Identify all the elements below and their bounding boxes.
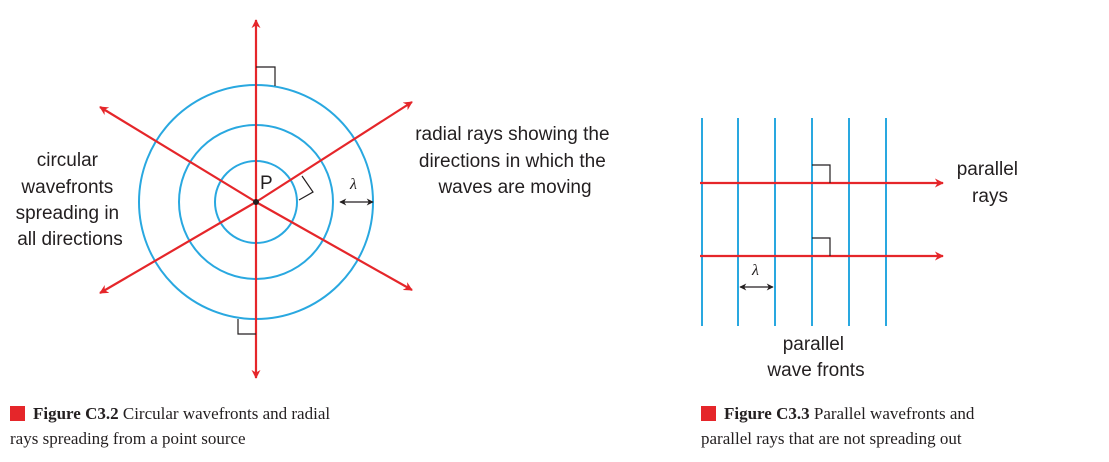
right-angle-marks-left bbox=[237, 66, 314, 335]
ray-upper-right bbox=[255, 101, 413, 203]
ray-lower-left bbox=[99, 201, 257, 294]
label-parallel-wavefronts: parallel wave fronts bbox=[766, 334, 864, 381]
wavelength-symbol-left: λ bbox=[349, 176, 357, 193]
parallel-rays bbox=[700, 178, 944, 261]
svg-text:Figure C3.2: Figure C3.2 Circular wavefronts and radi… bbox=[33, 404, 330, 423]
right-angle-mark-top bbox=[256, 66, 276, 86]
right-angle-mark-upper bbox=[812, 164, 831, 183]
caption-right-line1: Parallel wavefronts and bbox=[814, 404, 975, 423]
caption-marker-left bbox=[10, 406, 25, 421]
caption-left: Figure C3.2 Circular wavefronts and radi… bbox=[10, 404, 330, 448]
point-source-label: P bbox=[260, 173, 273, 194]
right-angle-mark-lower bbox=[812, 237, 831, 256]
figure-circular-wavefronts: λ P circular wavefronts spreading in all… bbox=[10, 19, 615, 448]
caption-right: Figure C3.3 Parallel wavefronts and para… bbox=[701, 404, 975, 448]
right-angle-marks-right bbox=[812, 164, 831, 256]
parallel-wavefronts bbox=[701, 118, 887, 326]
radial-rays bbox=[99, 19, 413, 379]
label-parallel-rays: parallel rays bbox=[957, 159, 1024, 207]
caption-marker-right bbox=[701, 406, 716, 421]
right-angle-mark-bottom bbox=[237, 319, 256, 335]
svg-text:Figure C3.3: Figure C3.3 Parallel wavefronts and bbox=[724, 404, 975, 423]
point-source bbox=[253, 199, 259, 205]
caption-right-title: Figure C3.3 bbox=[724, 404, 810, 423]
caption-left-line2: rays spreading from a point source bbox=[10, 429, 246, 448]
label-radial-rays: radial rays showing the directions in wh… bbox=[415, 124, 615, 198]
right-angle-mark-ray bbox=[298, 175, 314, 201]
figure-parallel-wavefronts: λ parallel rays parallel wave fronts Fig… bbox=[700, 118, 1024, 448]
caption-left-line1: Circular wavefronts and radial bbox=[123, 404, 330, 423]
ray-upper-left bbox=[99, 106, 257, 203]
wavelength-symbol-right: λ bbox=[751, 262, 759, 279]
caption-right-line2: parallel rays that are not spreading out bbox=[701, 429, 962, 448]
caption-left-title: Figure C3.2 bbox=[33, 404, 119, 423]
label-circular-wavefronts: circular wavefronts spreading in all dir… bbox=[16, 150, 125, 250]
ray-lower-right bbox=[255, 201, 413, 291]
